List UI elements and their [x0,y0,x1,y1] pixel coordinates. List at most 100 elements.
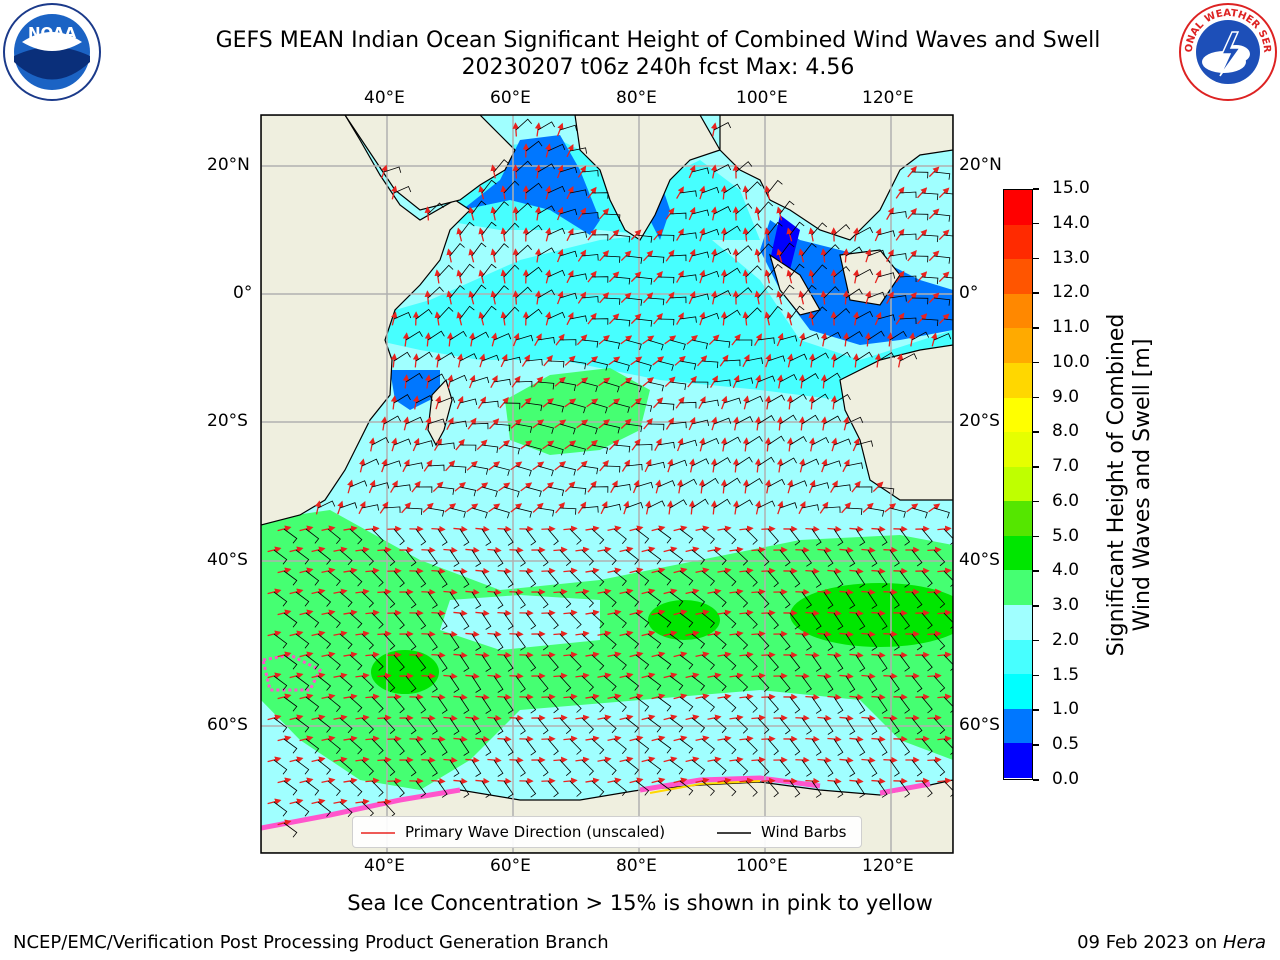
wind-barb [613,276,631,285]
wind-barb [889,675,900,693]
wind-barb [569,780,582,797]
wind-barb [459,305,475,320]
wind-barb [537,247,555,257]
wind-barb [735,759,749,776]
wind-barb [581,339,599,348]
wind-barb [657,528,672,544]
wind-barb [515,465,532,477]
wind-barb [855,696,866,714]
wind-barb [547,570,559,588]
wind-barb [679,738,694,754]
wind-barb [745,696,758,713]
wind-barb [701,528,715,544]
wind-barb [723,528,737,545]
wind-barb [503,444,520,455]
colorbar-segment [1004,639,1032,675]
wave-zone-4-5-a [371,650,439,694]
wind-barb [437,528,448,546]
wind-barb [327,528,341,544]
wind-barb [811,482,830,489]
wind-barb [569,444,586,456]
wind-barb [459,486,477,497]
wind-barb [779,414,797,425]
wind-barb [635,481,654,489]
wind-barb [635,654,650,670]
wind-barb [295,549,310,565]
wind-barb [427,464,445,472]
wind-barb [767,394,785,404]
colorbar-tick-mark [1033,500,1039,503]
wind-barb [691,675,706,691]
wind-barb [361,675,374,692]
wind-barb [679,274,697,281]
wind-barb [437,306,454,320]
wind-barb [525,358,543,366]
wind-barb [767,435,785,446]
wind-barb [459,444,477,452]
wind-barb [845,549,856,567]
wind-barb [801,675,812,693]
wind-barb [427,675,438,693]
wind-barb [789,696,801,714]
wind-barb [833,612,844,630]
colorbar-segment [1004,190,1032,226]
wind-barb [647,339,664,351]
wind-barb [449,243,465,257]
colorbar-label: Significant Height of Combined Wind Wave… [1104,225,1156,745]
wind-barb [911,255,929,263]
wind-barb [459,654,470,672]
wind-barb [899,780,911,798]
wind-barb [767,528,779,546]
wind-barb [657,360,674,371]
wind-barb [679,190,697,197]
colorbar-tick-label: 11.0 [1052,317,1090,338]
wave-direction-arrow [599,250,610,262]
wind-barb [669,759,684,775]
wind-barb [701,654,715,670]
wind-barb [933,675,946,693]
lat-tick-right-40s: 40°S [959,550,1000,570]
wind-barb [481,400,499,408]
wind-barb [449,717,460,735]
wind-barb [327,780,341,796]
wind-barb [515,160,533,173]
wind-barb [481,444,499,453]
colorbar-tick-label: 0.5 [1052,734,1080,755]
wind-barb [911,759,923,777]
wind-barb [471,465,489,475]
wind-barb [559,717,572,735]
lat-tick-left-20n: 20°N [207,155,250,175]
wind-barb [581,423,598,435]
wind-barb [943,528,953,545]
wind-barb [471,675,482,693]
wind-barb [921,192,939,201]
wind-barb [493,285,509,299]
wind-barb [757,285,774,299]
wind-barb [723,696,737,713]
wind-barb [657,612,672,628]
wind-barb [933,717,946,735]
wind-barb [899,570,911,588]
wind-barb [845,717,856,735]
wind-barb [877,230,896,237]
wind-barb [415,570,427,588]
wind-barb [449,285,465,299]
wind-barb [339,759,353,776]
colorbar-tick-mark [1033,188,1039,190]
wind-barb [921,570,933,588]
wind-barb [789,436,807,446]
wind-barb [889,330,907,341]
wind-barb [745,738,758,755]
wind-barb [449,549,460,567]
wind-barb [317,549,332,565]
wind-barb [427,418,446,425]
colorbar-tick-label: 1.0 [1052,699,1080,720]
wind-barb [943,192,953,195]
wind-barb [635,528,650,544]
wind-barb [877,528,888,546]
wind-barb [383,506,401,513]
wind-barb [943,234,953,237]
wind-barb [899,353,918,362]
wind-barb [845,246,863,257]
wind-barb [691,549,706,565]
